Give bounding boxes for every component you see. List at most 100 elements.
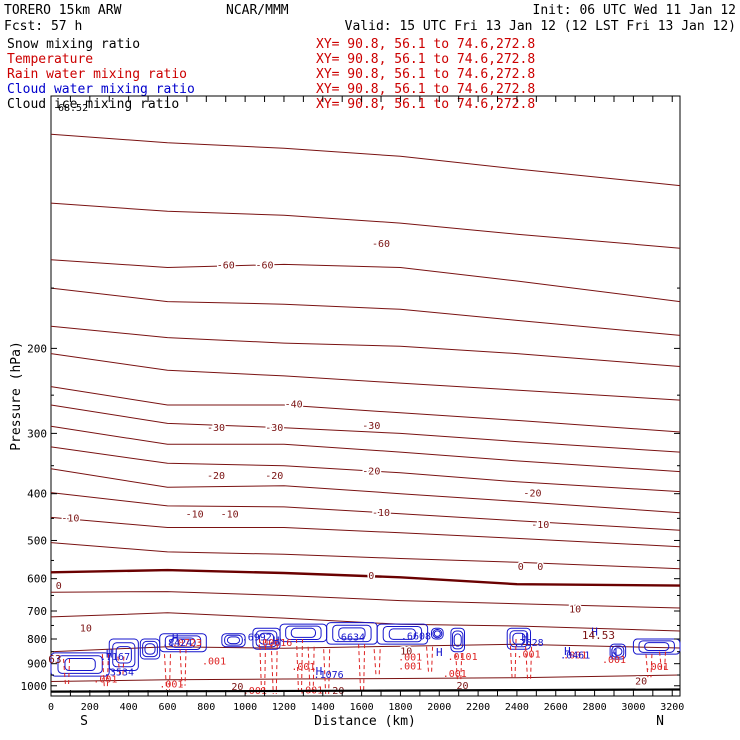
- x-tick-label: 3200: [660, 702, 684, 713]
- isotherm-line: [50, 446, 681, 493]
- cloud-water-label: .6992: [242, 632, 272, 643]
- cloud-water-contour: [613, 647, 623, 656]
- isotherm-label: -30: [362, 421, 380, 432]
- maximum-marker: H: [172, 632, 179, 645]
- cloud-water-contour: [142, 640, 158, 658]
- maximum-marker: H: [273, 634, 280, 647]
- cloud-water-contour: [632, 638, 681, 655]
- cloud-water-label: .7628: [514, 638, 544, 649]
- isotherm-label: -60: [256, 260, 274, 271]
- legend-label: Cloud ice mixing ratio: [7, 97, 179, 112]
- y-tick-label: 1000: [21, 680, 48, 693]
- cloud-water-contour: [376, 623, 429, 645]
- isotherm-label: -20: [265, 471, 283, 482]
- rain-contour: [163, 654, 171, 690]
- north-end-label: N: [656, 714, 664, 729]
- top-value-label: 68.52: [58, 103, 88, 114]
- y-tick-label: 800: [27, 633, 47, 646]
- isotherm-label: 0: [56, 581, 62, 592]
- init-label: Init: 06 UTC Wed 11 Jan 12: [533, 3, 737, 18]
- cloud-water-contour: [108, 638, 139, 672]
- cloud-water-contour: [164, 635, 202, 651]
- rain-contour: [525, 646, 533, 680]
- rain-label: .001: [645, 662, 669, 673]
- x-tick-label: 2000: [427, 702, 451, 713]
- cloud-water-contour: [388, 628, 417, 640]
- rain-contour: [645, 654, 653, 678]
- isotherm-line: [50, 386, 681, 433]
- maximum-marker: H: [611, 647, 618, 660]
- cloud-water-label: .1076: [314, 670, 344, 681]
- rain-contour: [63, 658, 71, 686]
- cloud-water-contour: [144, 643, 156, 655]
- rain-contour: [295, 638, 303, 692]
- isotherm-line: [50, 674, 681, 682]
- isotherm-label: -60: [372, 239, 390, 250]
- x-tick-label: 0: [48, 702, 54, 713]
- legend-xy: XY= 90.8, 56.1 to 74.6,272.8: [316, 67, 535, 82]
- rain-contour: [270, 644, 278, 695]
- isotherm-line: [50, 612, 681, 632]
- center-label: NCAR/MMM: [226, 3, 289, 18]
- rain-label: .001: [443, 669, 467, 680]
- isotherm-line: [50, 133, 681, 187]
- cloud-water-contour: [159, 633, 207, 653]
- isotherm-label: -10: [61, 513, 79, 524]
- cloud-water-contour: [226, 636, 241, 645]
- cloud-water-label: .6608: [401, 631, 431, 642]
- legend-xy: XY= 90.8, 56.1 to 74.6,272.8: [316, 82, 535, 97]
- isotherm-label: -20: [523, 489, 541, 500]
- rain-contour: [101, 654, 109, 688]
- y-tick-label: 600: [27, 573, 47, 586]
- rain-contour: [259, 638, 267, 695]
- cloud-water-contour: [290, 627, 316, 638]
- plot-frame: [50, 95, 681, 697]
- isotherm-label: 0: [518, 562, 524, 573]
- isotherm-line: [50, 468, 681, 514]
- cloud-water-contour: [338, 627, 366, 640]
- y-tick-label: 700: [27, 605, 47, 618]
- rain-contour: [358, 644, 366, 692]
- isotherm-label: -10: [531, 520, 549, 531]
- y-tick-label: 500: [27, 534, 47, 547]
- temperature-contours: [50, 133, 681, 682]
- rain-label: .001: [602, 655, 626, 666]
- cloud-water-label: .0461: [560, 651, 590, 662]
- rain-contour: [117, 656, 125, 676]
- rain-contour: [179, 649, 187, 686]
- x-tick-label: 200: [81, 702, 99, 713]
- cloud-water-contour: [57, 655, 103, 674]
- legend-label: Cloud water mixing ratio: [7, 82, 195, 97]
- cloud-water-contour: [644, 642, 670, 652]
- x-tick-label: 2400: [505, 702, 529, 713]
- cloud-water-contour: [258, 632, 275, 645]
- isotherm-line: [50, 202, 681, 249]
- rain-label: .001: [398, 662, 422, 673]
- cloud-water-contour: [512, 632, 526, 645]
- isotherm-label: 0: [537, 562, 543, 573]
- cloud-water-contour: [638, 640, 675, 653]
- maximum-marker: H: [521, 631, 528, 644]
- cloud-water-contour: [509, 630, 529, 648]
- cloud-water-contour: [170, 637, 196, 648]
- isotherm-label: -10: [221, 510, 239, 521]
- cloud-water-contour: [609, 643, 627, 660]
- cloud-water-contour: [382, 625, 423, 643]
- value-label: 14.53: [582, 629, 615, 642]
- rain-label: .001: [517, 650, 541, 661]
- rain-label: .001: [202, 656, 226, 667]
- legend-label: Temperature: [7, 52, 93, 67]
- isotherm-label: -10: [372, 508, 390, 519]
- rain-label: .00616: [256, 638, 292, 649]
- maximum-marker: H: [106, 648, 113, 661]
- x-tick-label: 1000: [233, 702, 257, 713]
- model-label: TORERO 15km ARW: [4, 3, 122, 18]
- ground-line: [50, 688, 681, 693]
- rain-contour: [455, 654, 463, 684]
- cloud-water-contour: [453, 633, 462, 647]
- rain-label: .0101: [448, 652, 478, 663]
- x-tick-label: 1200: [272, 702, 296, 713]
- isotherm-line: [50, 542, 681, 570]
- cloud-water-label: .8424: [162, 638, 192, 649]
